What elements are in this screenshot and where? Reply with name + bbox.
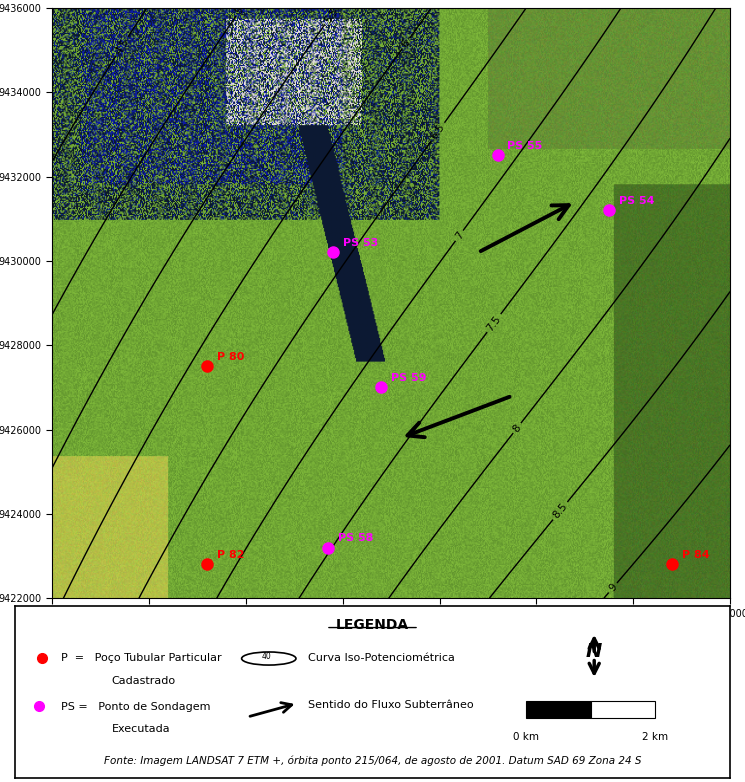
Text: 2 km: 2 km [642,732,668,741]
Text: PS 58: PS 58 [338,533,373,543]
Text: Sentido do Fluxo Subterrâneo: Sentido do Fluxo Subterrâneo [308,700,474,710]
Text: PS 59: PS 59 [391,373,427,383]
Text: 9: 9 [607,582,619,594]
Text: PS 54: PS 54 [619,196,654,206]
Text: Curva Iso-Potenciométrica: Curva Iso-Potenciométrica [308,654,455,663]
Text: LEGENDA: LEGENDA [336,618,409,632]
Text: 8: 8 [511,422,523,434]
Text: 6: 6 [400,38,412,49]
Text: P  =   Poço Tubular Particular: P = Poço Tubular Particular [61,654,222,663]
Text: P 80: P 80 [217,352,244,362]
Text: 8.5: 8.5 [551,501,569,520]
Text: N: N [586,642,603,661]
Text: 0 km: 0 km [513,732,539,741]
Text: Executada: Executada [112,724,170,734]
Text: 5.5: 5.5 [323,5,340,25]
Text: 40: 40 [261,652,271,662]
Text: PS 53: PS 53 [343,238,378,248]
Text: 4.5: 4.5 [113,37,130,56]
Text: P 84: P 84 [682,551,709,560]
Text: 7.5: 7.5 [485,314,503,333]
Text: P 82: P 82 [217,551,244,560]
Text: 7: 7 [453,230,466,242]
Text: PS =   Ponto de Sondagem: PS = Ponto de Sondagem [61,701,211,712]
Text: 5: 5 [234,5,246,16]
Text: Fonte: Imagem LANDSAT 7 ETM +, órbita ponto 215/064, de agosto de 2001. Datum SA: Fonte: Imagem LANDSAT 7 ETM +, órbita po… [104,755,641,766]
Text: Cadastrado: Cadastrado [112,676,176,686]
Bar [591,701,655,718]
Bar [526,701,591,718]
Text: PS 55: PS 55 [507,141,542,151]
Text: 6.5: 6.5 [429,122,447,142]
